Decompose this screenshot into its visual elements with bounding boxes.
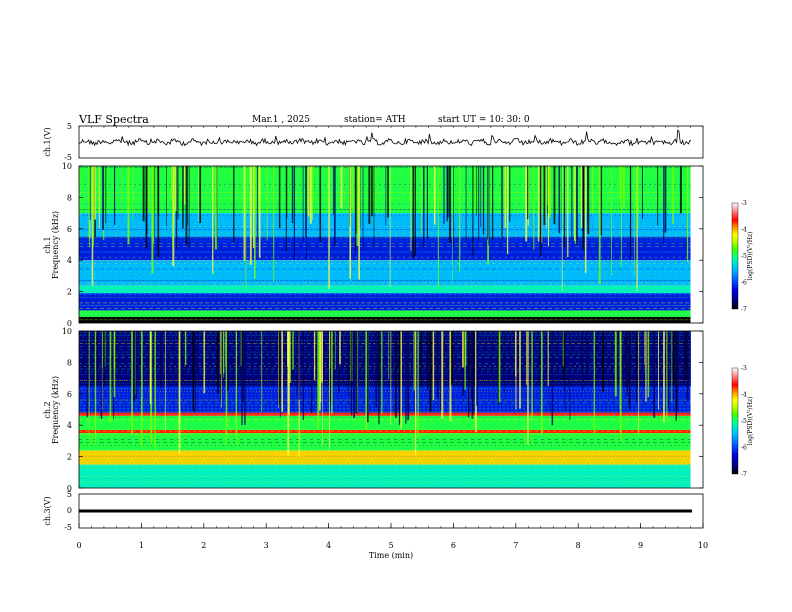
colorbar-tick-label: -4 <box>741 227 747 234</box>
freq-tick-label: 4 <box>67 421 72 430</box>
ch3-waveform-ylabel: ch.3(V) <box>43 496 52 525</box>
freq-tick-label: 0 <box>67 319 72 328</box>
ch1-waveform-ylabel: ch.1(V) <box>43 127 52 156</box>
ch2-freq-label-line2: Frequency (kHz) <box>51 376 60 444</box>
ch1-spectrogram-image <box>79 166 691 323</box>
ch2-colorbar: -3 -4 -5 -6 -7 log(PSD)(V²/Hz) <box>731 365 754 478</box>
ch3-ytick-mid: 0 <box>67 506 72 515</box>
time-tick-label: 0 <box>76 541 81 550</box>
time-tick-label: 5 <box>388 541 393 550</box>
freq-tick-label: 10 <box>62 327 72 336</box>
ch1-freq-ticks: 0 2 4 6 8 10 <box>62 162 703 328</box>
date-label: Mar.1 , 2025 <box>252 115 310 125</box>
ch3-waveform-panel: 5 0 -5 ch.3(V) <box>43 490 704 532</box>
start-time-label: start UT = 10: 30: 0 <box>438 115 530 125</box>
ch3-ytick-bottom: -5 <box>64 523 72 532</box>
colorbar-tick-label: -7 <box>741 306 747 313</box>
ch2-spectrogram-panel: 0 2 4 6 8 10 ch.2 Frequency (kHz) <box>43 327 704 493</box>
station-label: station= ATH <box>344 115 406 125</box>
ch2-freq-label-line1: ch.2 <box>43 401 52 418</box>
ch1-waveform-panel: 5 -5 ch.1(V) <box>43 122 704 162</box>
ch2-spectrogram-frame <box>78 330 704 489</box>
colorbar-tick-label: -3 <box>741 365 747 372</box>
colorbar-tick-label: -7 <box>741 471 747 478</box>
freq-tick-label: 0 <box>67 484 72 493</box>
colorbar-tick-label: -6 <box>741 280 747 287</box>
colorbar-tick-label: -6 <box>741 445 747 452</box>
colorbar-tick-label: -3 <box>741 200 747 207</box>
time-tick-label: 1 <box>139 541 144 550</box>
ch1-colorbar: -3 -4 -5 -6 -7 log(PSD)(V²/Hz) <box>731 200 754 313</box>
ch1-colorbar-ticks: -3 -4 -5 -6 -7 <box>741 200 747 313</box>
time-tick-label: 9 <box>638 541 643 550</box>
colorbar-tick-label: -5 <box>741 418 747 425</box>
freq-tick-label: 8 <box>67 358 72 367</box>
ch1-spectrogram-frame <box>78 165 704 324</box>
time-tick-label: 8 <box>576 541 581 550</box>
spectrogram-band <box>79 429 691 434</box>
spectrogram-band <box>79 412 691 416</box>
freq-tick-label: 6 <box>67 390 72 399</box>
spectrogram-band <box>79 385 691 413</box>
freq-tick-label: 4 <box>67 256 72 265</box>
spectrogram-band <box>79 236 691 261</box>
freq-tick-label: 2 <box>67 288 72 297</box>
time-tick-label: 7 <box>513 541 518 550</box>
spectrogram-band <box>79 433 691 451</box>
figure-title: VLF Spectra <box>78 113 149 126</box>
time-tick-label: 4 <box>326 541 331 550</box>
ch1-waveform-line <box>78 129 692 147</box>
time-tick-label: 3 <box>264 541 269 550</box>
freq-tick-label: 2 <box>67 453 72 462</box>
ch1-ytick-top: 5 <box>67 122 72 131</box>
ch1-colorbar-label: log(PSD)(V²/Hz) <box>747 232 754 281</box>
time-tick-label: 2 <box>201 541 206 550</box>
ch3-ytick-top: 5 <box>67 490 72 499</box>
ch1-ytick-bottom: -5 <box>64 153 72 162</box>
ch2-freq-ticks: 0 2 4 6 8 10 <box>62 327 703 493</box>
time-axis: 0 1 2 3 4 5 6 7 8 9 10 <box>76 126 708 550</box>
ch1-spectrogram-panel: 0 2 4 6 8 10 ch.1 Frequency (kHz) <box>43 162 704 328</box>
colorbar-tick-label: -4 <box>741 392 747 399</box>
spectrogram-band <box>79 450 691 465</box>
ch1-freq-label-line1: ch.1 <box>43 236 52 253</box>
ch2-spectrogram-image <box>79 331 691 488</box>
ch2-colorbar-ticks: -3 -4 -5 -6 -7 <box>741 365 747 478</box>
time-axis-label: Time (min) <box>369 551 413 560</box>
ch2-colorbar-label: log(PSD)(V²/Hz) <box>747 397 754 446</box>
spectrogram-band <box>79 285 691 294</box>
spectrogram-band <box>79 260 691 286</box>
time-tick-label: 10 <box>698 541 708 550</box>
spectrogram-band <box>79 310 691 317</box>
ch1-freq-label-line2: Frequency (kHz) <box>51 211 60 279</box>
colorbar-tick-label: -5 <box>741 253 747 260</box>
time-tick-label: 6 <box>451 541 456 550</box>
ch1-colorbar-scale <box>731 202 739 310</box>
ch2-colorbar-scale <box>731 367 739 475</box>
freq-tick-label: 6 <box>67 225 72 234</box>
spectrogram-band <box>79 293 691 311</box>
freq-tick-label: 8 <box>67 193 72 202</box>
spectrogram-band <box>79 331 691 386</box>
spectrogram-band <box>79 213 691 237</box>
spectrogram-band <box>79 415 691 430</box>
freq-tick-label: 10 <box>62 162 72 171</box>
